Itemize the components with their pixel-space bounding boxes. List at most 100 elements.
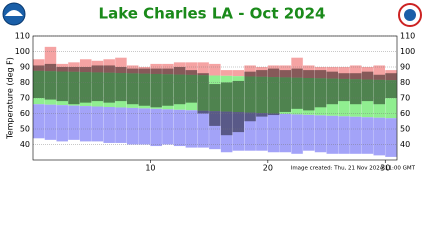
normal-bar bbox=[162, 74, 174, 110]
record-low-bar bbox=[338, 116, 351, 154]
record-high-bar bbox=[350, 65, 362, 80]
observed-bar bbox=[33, 65, 45, 98]
record-low-bar bbox=[361, 117, 374, 154]
observed-bar bbox=[103, 65, 116, 103]
observed-bar bbox=[244, 71, 257, 122]
observed-bar bbox=[326, 71, 339, 105]
normal-bar bbox=[209, 75, 221, 112]
record-high-bar bbox=[314, 67, 327, 79]
record-low-bar bbox=[150, 108, 163, 147]
y-tick-label: 60 bbox=[20, 109, 30, 118]
record-low-bar bbox=[173, 109, 186, 147]
observed-bar bbox=[373, 74, 386, 105]
x-tick-label: 30 bbox=[380, 164, 390, 173]
normal-bar bbox=[33, 70, 45, 105]
record-high-bar bbox=[173, 62, 186, 75]
normal-bar bbox=[185, 74, 198, 111]
observed-bar bbox=[115, 67, 127, 102]
observed-bar bbox=[162, 68, 174, 106]
record-high-bar bbox=[232, 70, 245, 77]
normal-bar bbox=[279, 77, 292, 114]
record-low-bar bbox=[385, 118, 397, 157]
normal-bar bbox=[267, 77, 280, 114]
observed-bar bbox=[138, 68, 151, 106]
observed-bar bbox=[291, 68, 304, 109]
record-high-bar bbox=[197, 62, 210, 76]
record-high-bar bbox=[326, 67, 339, 79]
normal-bar bbox=[291, 77, 304, 115]
observed-bar bbox=[361, 71, 374, 102]
record-low-bar bbox=[373, 117, 386, 156]
record-low-bar bbox=[279, 113, 292, 153]
record-high-bar bbox=[373, 65, 386, 80]
normal-bar bbox=[303, 78, 315, 115]
y-tick-label-right: 100 bbox=[400, 47, 415, 56]
normal-bar bbox=[220, 75, 233, 112]
record-low-bar bbox=[138, 108, 151, 145]
normal-bar bbox=[44, 71, 57, 105]
record-low-bar bbox=[256, 113, 268, 151]
normal-bar bbox=[197, 75, 210, 111]
record-low-bar bbox=[126, 107, 139, 145]
normal-bar bbox=[373, 79, 386, 118]
observed-bar bbox=[256, 70, 268, 117]
y-tick-label: 50 bbox=[20, 125, 30, 134]
x-tick-label: 20 bbox=[263, 164, 273, 173]
record-low-bar bbox=[56, 105, 69, 142]
observed-bar bbox=[303, 70, 315, 111]
record-low-bar bbox=[91, 106, 104, 142]
record-low-bar bbox=[115, 107, 127, 143]
record-low-bar bbox=[326, 115, 339, 154]
chart-title: Lake Charles LA - Oct 2024 bbox=[99, 5, 326, 23]
normal-bar bbox=[68, 71, 80, 106]
observed-bar bbox=[338, 73, 351, 102]
y-tick-label-right: 80 bbox=[400, 78, 410, 87]
record-high-bar bbox=[103, 59, 116, 73]
record-low-bar bbox=[79, 106, 92, 142]
normal-bar bbox=[232, 76, 245, 113]
y-tick-label-right: 40 bbox=[400, 140, 410, 149]
y-tick-label-right: 110 bbox=[400, 32, 415, 41]
normal-bar bbox=[115, 73, 127, 108]
noaa-logo bbox=[2, 2, 26, 26]
footer: Image created: Thu, 21 Nov 2024 11:00 GM… bbox=[291, 166, 416, 172]
normal-bar bbox=[138, 73, 151, 109]
normal-bar bbox=[79, 72, 92, 107]
record-high-bar bbox=[303, 65, 315, 79]
record-high-bar bbox=[338, 67, 351, 79]
y-tick-label: 70 bbox=[20, 94, 30, 103]
observed-bar bbox=[68, 67, 80, 105]
y-tick-label-right: 50 bbox=[400, 125, 410, 134]
normal-bar bbox=[150, 73, 163, 109]
record-low-bar bbox=[44, 104, 57, 140]
record-low-bar bbox=[350, 116, 362, 154]
record-high-bar bbox=[267, 65, 280, 78]
x-tick-label: 10 bbox=[145, 164, 155, 173]
normal-bar bbox=[361, 79, 374, 118]
record-low-bar bbox=[162, 109, 174, 145]
record-low-bar bbox=[220, 111, 233, 153]
record-low-bar bbox=[33, 104, 45, 139]
observed-bar bbox=[126, 68, 139, 105]
record-high-bar bbox=[56, 63, 69, 72]
record-high-bar bbox=[279, 65, 292, 78]
normal-bar bbox=[338, 78, 351, 117]
observed-bar bbox=[150, 68, 163, 108]
observed-bar bbox=[79, 67, 92, 103]
record-low-bar bbox=[103, 106, 116, 143]
observed-bar bbox=[44, 63, 57, 100]
record-high-bar bbox=[209, 63, 221, 76]
normal-bar bbox=[56, 71, 69, 106]
record-high-bar bbox=[115, 57, 127, 74]
record-low-bar bbox=[267, 113, 280, 153]
normal-bar bbox=[103, 72, 116, 107]
nws-logo bbox=[398, 3, 422, 27]
y-tick-label: 90 bbox=[20, 63, 30, 72]
y-tick-label-right: 60 bbox=[400, 109, 410, 118]
y-tick-label: 100 bbox=[15, 47, 30, 56]
record-high-bar bbox=[291, 57, 304, 78]
normal-bar bbox=[244, 76, 257, 113]
observed-bar bbox=[173, 67, 186, 105]
observed-bar bbox=[197, 73, 210, 114]
y-tick-label: 80 bbox=[20, 78, 30, 87]
